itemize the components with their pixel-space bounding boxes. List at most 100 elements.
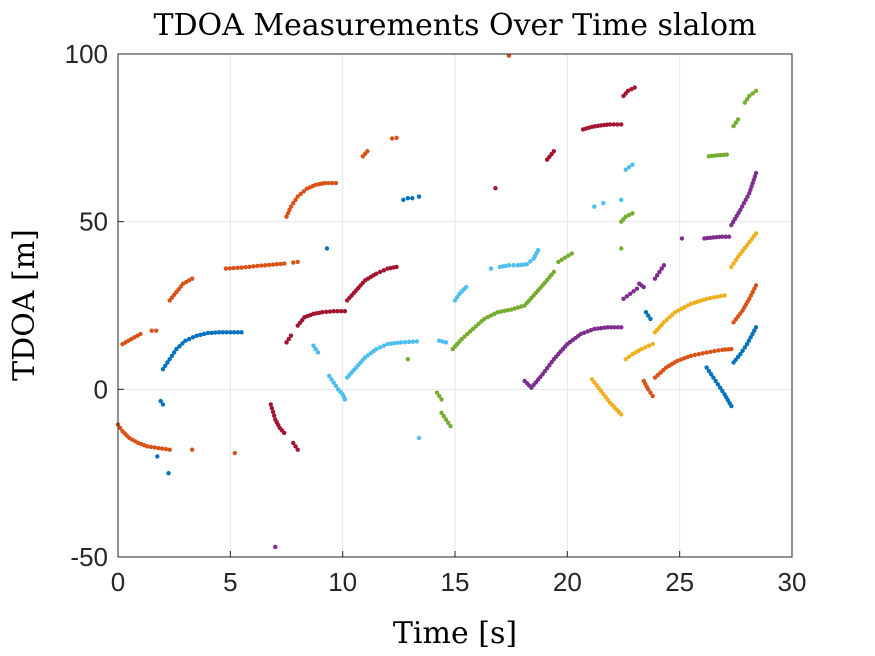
data-point xyxy=(750,91,755,96)
data-point xyxy=(562,255,568,260)
data-point xyxy=(313,346,318,352)
data-point xyxy=(162,363,168,369)
data-point xyxy=(269,405,275,411)
data-point xyxy=(291,260,296,265)
data-point xyxy=(508,307,514,312)
data-point xyxy=(385,341,390,347)
data-point xyxy=(670,312,675,317)
data-point xyxy=(459,336,464,342)
data-point xyxy=(729,403,734,409)
data-point xyxy=(163,446,169,452)
data-point xyxy=(406,339,412,345)
data-point xyxy=(338,309,344,314)
data-point xyxy=(228,330,233,335)
data-point xyxy=(377,269,383,275)
data-point xyxy=(284,214,289,219)
data-point xyxy=(511,263,516,268)
data-point xyxy=(437,338,442,343)
data-point xyxy=(746,338,752,343)
data-point xyxy=(650,393,655,399)
data-point xyxy=(605,325,610,330)
data-point xyxy=(578,331,584,337)
data-point xyxy=(505,307,510,313)
data-point xyxy=(479,319,484,324)
data-point xyxy=(377,345,383,350)
data-point xyxy=(621,296,626,301)
data-point xyxy=(750,180,755,186)
data-point xyxy=(688,353,694,358)
data-point xyxy=(745,194,750,199)
y-axis-label: TDOA [m] xyxy=(7,229,42,381)
data-point xyxy=(551,269,557,275)
data-point xyxy=(726,234,732,239)
data-point xyxy=(255,263,260,269)
x-tick-label: 0 xyxy=(111,567,125,597)
data-point xyxy=(498,309,504,314)
data-point xyxy=(342,309,348,314)
data-point xyxy=(293,444,298,449)
data-point xyxy=(326,373,332,379)
data-point xyxy=(201,331,207,337)
data-point xyxy=(611,122,616,127)
data-point xyxy=(631,289,636,294)
data-point xyxy=(601,201,606,206)
data-point xyxy=(650,341,655,347)
data-point xyxy=(148,444,154,450)
data-point xyxy=(209,330,214,335)
data-point xyxy=(169,353,175,358)
data-point xyxy=(718,293,724,299)
data-point xyxy=(488,266,494,271)
data-point xyxy=(394,264,399,270)
data-point xyxy=(389,136,395,141)
data-point xyxy=(729,264,734,270)
data-point xyxy=(414,339,420,344)
data-point xyxy=(752,328,757,333)
data-point xyxy=(512,306,517,311)
data-point xyxy=(592,326,597,332)
data-point xyxy=(293,197,298,203)
data-point xyxy=(708,295,713,301)
data-point xyxy=(519,304,524,309)
data-point xyxy=(485,315,490,320)
data-point xyxy=(588,328,594,333)
data-point xyxy=(231,265,236,271)
data-point xyxy=(708,349,713,354)
data-point xyxy=(473,324,478,329)
data-point xyxy=(333,383,339,389)
data-point xyxy=(282,430,287,436)
x-axis-label: Time [s] xyxy=(393,616,517,651)
data-point xyxy=(167,447,172,452)
data-point xyxy=(657,269,662,275)
data-point xyxy=(753,283,759,288)
data-point xyxy=(270,409,276,415)
data-point xyxy=(639,346,644,352)
data-point xyxy=(696,351,701,357)
data-point xyxy=(753,170,759,176)
data-point xyxy=(658,370,663,375)
data-point xyxy=(331,309,336,314)
x-tick-label: 15 xyxy=(441,567,470,597)
x-tick-label: 20 xyxy=(553,567,582,597)
data-point xyxy=(624,294,630,299)
data-point xyxy=(661,320,667,325)
data-point xyxy=(678,357,683,362)
data-point xyxy=(566,253,571,258)
data-point xyxy=(247,264,252,269)
data-point xyxy=(623,214,628,219)
data-point xyxy=(381,268,387,273)
data-point xyxy=(713,378,718,384)
data-point xyxy=(731,261,736,266)
data-point xyxy=(149,328,154,333)
data-point xyxy=(743,197,748,203)
data-point xyxy=(493,185,498,191)
data-point xyxy=(735,117,741,122)
data-point xyxy=(715,382,721,387)
data-point xyxy=(723,234,728,239)
data-point xyxy=(704,350,709,355)
data-point xyxy=(342,397,348,402)
x-tick-label: 30 xyxy=(778,567,807,597)
data-point xyxy=(619,412,624,417)
data-point xyxy=(284,340,289,345)
data-point xyxy=(301,189,306,194)
data-point xyxy=(223,266,229,271)
